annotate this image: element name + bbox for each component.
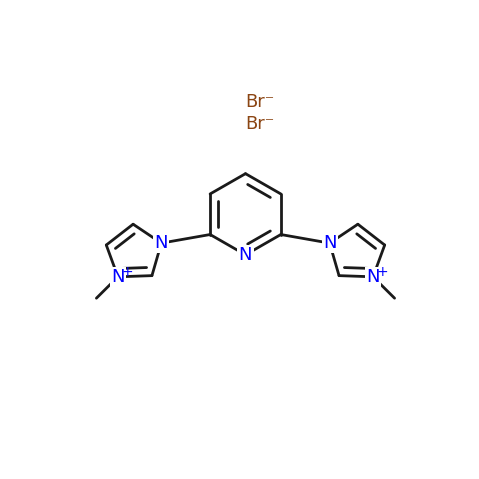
Text: Br⁻: Br⁻ xyxy=(245,115,275,133)
Text: N: N xyxy=(366,268,380,286)
Text: N: N xyxy=(155,234,168,252)
Text: Br⁻: Br⁻ xyxy=(245,93,275,111)
Text: +: + xyxy=(376,265,388,279)
Text: N: N xyxy=(111,268,125,286)
Text: +: + xyxy=(121,265,133,279)
Text: N: N xyxy=(323,234,336,252)
Text: N: N xyxy=(239,246,252,264)
